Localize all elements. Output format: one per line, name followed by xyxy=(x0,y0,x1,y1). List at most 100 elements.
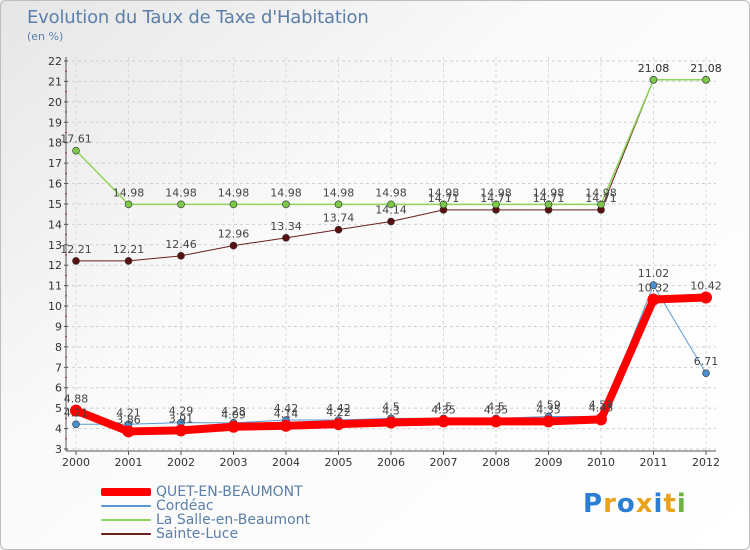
data-point xyxy=(280,419,292,432)
data-label: 4.45 xyxy=(589,401,614,414)
data-label: 14.98 xyxy=(323,186,355,199)
data-label: 12.46 xyxy=(165,238,197,251)
data-label: 14.98 xyxy=(585,186,617,199)
x-tick-label: 2007 xyxy=(430,456,458,469)
data-point xyxy=(542,415,555,428)
data-label: 12.96 xyxy=(218,228,250,241)
data-point xyxy=(490,415,502,428)
data-point xyxy=(649,281,658,290)
y-tick-label: 4 xyxy=(55,423,62,436)
grid-layer xyxy=(66,57,716,451)
series-la-salle-en-beaumont xyxy=(72,75,710,209)
data-point xyxy=(72,146,80,155)
data-label: 6.71 xyxy=(694,355,719,368)
legend-label: Cordéac xyxy=(156,498,214,514)
data-label: 14.71 xyxy=(585,192,617,205)
x-tick-label: 2004 xyxy=(272,456,300,469)
data-label: 4.28 xyxy=(221,405,246,418)
data-point xyxy=(702,369,710,378)
y-tick-label: 21 xyxy=(48,75,62,88)
data-label: 4.5 xyxy=(487,400,505,413)
data-label: 13.74 xyxy=(323,212,355,225)
legend-label: Sainte-Luce xyxy=(156,526,239,542)
y-tick-label: 7 xyxy=(55,361,62,374)
series-quet-en-beaumont xyxy=(70,291,712,438)
legend-swatch xyxy=(101,533,151,535)
data-point xyxy=(334,200,343,209)
data-label: 4.42 xyxy=(326,402,351,415)
data-label: 21.08 xyxy=(638,62,670,75)
legend-label: La Salle-en-Beaumont xyxy=(156,512,311,528)
axis-layer: 3 4 5 6 7 8 9 10 11 12 13 14 15 16 17 18 19 20 21 22 2000 200… xyxy=(48,55,720,469)
data-label: 3.91 xyxy=(169,412,194,425)
data-label: 10.32 xyxy=(638,282,670,295)
data-label: 17.61 xyxy=(60,133,92,146)
y-tick-label: 18 xyxy=(48,137,62,150)
legend-entry: QUET-EN-BEAUMONT xyxy=(101,485,310,499)
legend-label: QUET-EN-BEAUMONT xyxy=(156,484,303,500)
logo-letter: r xyxy=(603,489,617,519)
y-tick-label: 10 xyxy=(48,300,62,313)
logo-letter: t xyxy=(663,489,677,519)
data-label: 4.22 xyxy=(326,406,351,419)
data-point xyxy=(334,225,343,234)
data-label: 4.21 xyxy=(116,406,141,419)
data-point xyxy=(72,257,80,265)
data-point xyxy=(597,200,605,209)
y-tick-label: 6 xyxy=(55,382,62,395)
data-label: 10.42 xyxy=(690,279,722,292)
data-point xyxy=(387,200,395,209)
y-tick-label: 11 xyxy=(48,280,62,293)
series-sainte-luce xyxy=(72,75,710,265)
data-label: 11.02 xyxy=(638,267,670,280)
y-tick-label: 13 xyxy=(48,239,62,252)
legend-swatch xyxy=(101,505,151,507)
y-tick-label: 14 xyxy=(48,218,62,231)
data-label: 14.98 xyxy=(533,186,565,199)
x-tick-label: 2009 xyxy=(535,456,563,469)
data-point xyxy=(177,200,185,209)
proxiti-logo: Proxiti xyxy=(583,489,687,519)
data-point xyxy=(122,425,135,438)
data-point xyxy=(70,404,82,417)
data-point xyxy=(439,200,448,209)
chart-title: Evolution du Taux de Taxe d'Habitation xyxy=(27,7,369,28)
data-label-layer: 12.21 12.21 12.46 12.96 13.34 13.74 14.14 14.71… xyxy=(60,62,722,427)
y-tick-label: 3 xyxy=(55,443,62,456)
data-point xyxy=(282,234,290,242)
data-label: 4.5 xyxy=(435,400,453,413)
data-point xyxy=(649,75,658,84)
data-label: 4.35 xyxy=(536,403,561,416)
data-label: 4.59 xyxy=(536,399,561,412)
data-point xyxy=(229,241,238,250)
data-point xyxy=(72,420,80,429)
chart-subtitle: (en %) xyxy=(27,30,64,43)
data-label: 14.71 xyxy=(533,192,565,205)
data-label: 21.08 xyxy=(638,62,670,75)
y-tick-label: 12 xyxy=(48,259,62,272)
data-point xyxy=(702,75,710,84)
y-tick-label: 16 xyxy=(48,178,62,191)
x-tick-label: 2011 xyxy=(640,456,668,469)
logo-letter: x xyxy=(635,489,654,519)
data-label: 21.08 xyxy=(690,62,722,75)
data-point xyxy=(647,293,660,306)
data-label: 13.34 xyxy=(270,220,302,233)
data-label: 4.29 xyxy=(169,405,194,418)
data-label: 14.71 xyxy=(480,192,512,205)
data-point xyxy=(282,200,290,209)
legend-entry: Sainte-Luce xyxy=(101,527,310,541)
y-tick-label: 20 xyxy=(48,96,62,109)
data-point xyxy=(177,252,185,260)
series-layer xyxy=(70,75,712,438)
data-label: 14.98 xyxy=(375,186,407,199)
data-label: 14.98 xyxy=(428,186,460,199)
data-point xyxy=(124,200,133,209)
legend-swatch xyxy=(101,488,151,496)
data-label: 4.88 xyxy=(64,393,89,406)
data-label: 4.09 xyxy=(221,409,246,422)
data-label: 4.42 xyxy=(274,402,299,415)
data-point xyxy=(175,424,187,437)
x-tick-label: 2010 xyxy=(587,456,615,469)
data-point xyxy=(437,415,450,428)
